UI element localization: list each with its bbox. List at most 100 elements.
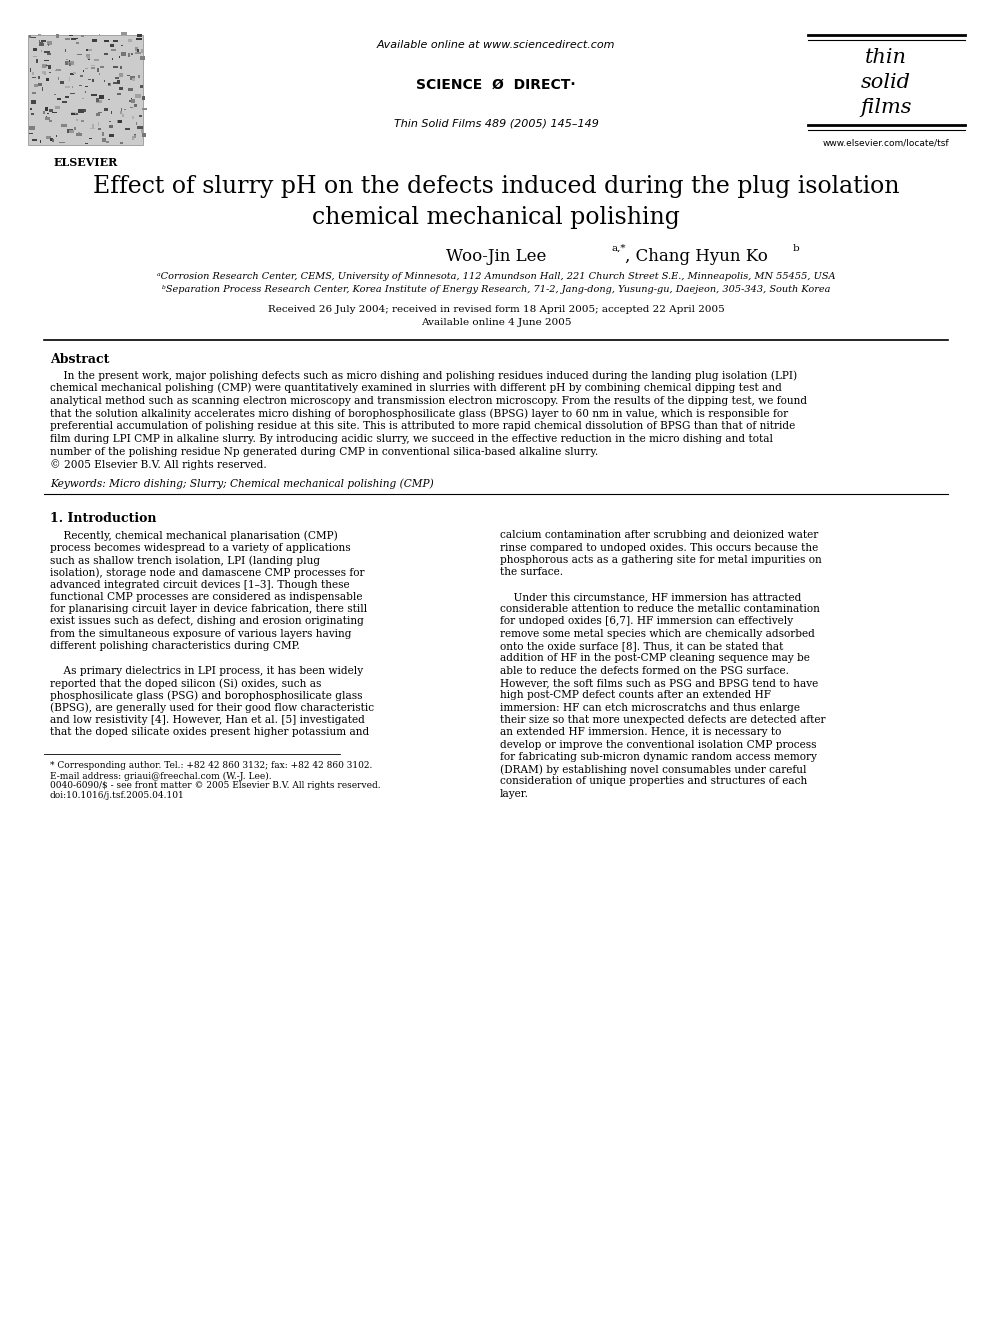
- Bar: [137, 49, 139, 52]
- Bar: [131, 98, 132, 102]
- Bar: [141, 128, 144, 132]
- Bar: [139, 115, 142, 118]
- Bar: [52, 139, 54, 142]
- Bar: [47, 53, 52, 56]
- Bar: [68, 61, 73, 65]
- Bar: [102, 132, 103, 136]
- Bar: [87, 56, 90, 58]
- Bar: [68, 77, 70, 81]
- Bar: [72, 71, 76, 74]
- Bar: [30, 67, 32, 71]
- Bar: [68, 64, 71, 66]
- Bar: [137, 34, 142, 37]
- Bar: [115, 77, 119, 79]
- Bar: [30, 126, 35, 130]
- Text: for fabricating sub-micron dynamic random access memory: for fabricating sub-micron dynamic rando…: [500, 751, 816, 762]
- Bar: [104, 53, 108, 56]
- Text: calcium contamination after scrubbing and deionized water: calcium contamination after scrubbing an…: [500, 531, 818, 540]
- Bar: [46, 116, 50, 120]
- Bar: [76, 119, 77, 120]
- Bar: [121, 52, 126, 56]
- Text: and low resistivity [4]. However, Han et al. [5] investigated: and low resistivity [4]. However, Han et…: [50, 714, 365, 725]
- Bar: [110, 44, 114, 46]
- Text: solid: solid: [861, 73, 911, 93]
- Bar: [140, 85, 143, 89]
- Bar: [92, 79, 94, 82]
- Bar: [103, 81, 105, 82]
- Bar: [72, 37, 78, 40]
- Bar: [133, 116, 134, 119]
- Bar: [97, 67, 99, 71]
- Text: a,*: a,*: [612, 243, 627, 253]
- Bar: [50, 119, 52, 122]
- Bar: [69, 130, 73, 132]
- Bar: [80, 75, 82, 77]
- Bar: [78, 110, 84, 112]
- Bar: [141, 49, 143, 53]
- Bar: [112, 58, 113, 60]
- Bar: [41, 50, 43, 52]
- Bar: [142, 97, 145, 99]
- Bar: [92, 124, 94, 128]
- Bar: [34, 83, 38, 86]
- Bar: [120, 143, 123, 144]
- Bar: [122, 114, 124, 116]
- Bar: [42, 87, 44, 90]
- Bar: [42, 64, 47, 66]
- Bar: [128, 53, 130, 57]
- Bar: [75, 134, 81, 136]
- Bar: [71, 112, 76, 114]
- Bar: [64, 38, 70, 41]
- Bar: [85, 67, 88, 69]
- Text: Woo-Jin Lee: Woo-Jin Lee: [445, 247, 547, 265]
- Bar: [38, 77, 40, 78]
- Bar: [69, 34, 73, 37]
- Bar: [70, 73, 74, 75]
- Bar: [46, 107, 48, 111]
- Text: exist issues such as defect, dishing and erosion originating: exist issues such as defect, dishing and…: [50, 617, 364, 627]
- Bar: [121, 108, 122, 111]
- Bar: [99, 73, 100, 75]
- Text: Abstract: Abstract: [50, 353, 109, 366]
- Bar: [31, 99, 36, 103]
- Text: preferential accumulation of polishing residue at this site. This is attributed : preferential accumulation of polishing r…: [50, 421, 796, 431]
- Bar: [31, 37, 36, 38]
- Bar: [42, 40, 46, 41]
- Bar: [81, 120, 83, 122]
- Bar: [135, 53, 141, 54]
- Bar: [117, 119, 118, 123]
- Text: thin: thin: [865, 48, 907, 67]
- Bar: [119, 87, 123, 90]
- Text: immersion: HF can etch microscratchs and thus enlarge: immersion: HF can etch microscratchs and…: [500, 703, 800, 713]
- Bar: [79, 110, 82, 112]
- Text: Available online 4 June 2005: Available online 4 June 2005: [421, 318, 571, 327]
- Text: able to reduce the defects formed on the PSG surface.: able to reduce the defects formed on the…: [500, 665, 789, 676]
- Bar: [98, 111, 102, 114]
- Text: from the simultaneous exposure of various layers having: from the simultaneous exposure of variou…: [50, 628, 351, 639]
- Text: remove some metal species which are chemically adsorbed: remove some metal species which are chem…: [500, 628, 814, 639]
- Bar: [119, 73, 123, 77]
- Bar: [91, 67, 95, 69]
- Text: chemical mechanical polishing (CMP) were quantitatively examined in slurries wit: chemical mechanical polishing (CMP) were…: [50, 382, 782, 393]
- Bar: [38, 34, 41, 37]
- Bar: [79, 85, 81, 86]
- Bar: [56, 106, 61, 110]
- Bar: [137, 126, 143, 128]
- Text: number of the polishing residue Np generated during CMP in conventional silica-b: number of the polishing residue Np gener…: [50, 447, 598, 456]
- Bar: [100, 66, 103, 69]
- Bar: [131, 53, 133, 56]
- Text: phosphosilicate glass (PSG) and borophosphosilicate glass: phosphosilicate glass (PSG) and borophos…: [50, 691, 362, 701]
- Bar: [88, 49, 91, 52]
- Bar: [125, 128, 130, 130]
- Bar: [33, 49, 38, 50]
- Bar: [36, 58, 38, 62]
- Bar: [74, 127, 75, 130]
- Bar: [48, 44, 50, 46]
- Bar: [128, 40, 132, 42]
- Bar: [31, 107, 33, 110]
- Text: onto the oxide surface [8]. Thus, it can be stated that: onto the oxide surface [8]. Thus, it can…: [500, 642, 784, 651]
- Text: layer.: layer.: [500, 789, 529, 799]
- Bar: [82, 70, 84, 71]
- Bar: [138, 75, 140, 78]
- Text: E-mail address: griaui@freechal.com (W.-J. Lee).: E-mail address: griaui@freechal.com (W.-…: [50, 771, 272, 781]
